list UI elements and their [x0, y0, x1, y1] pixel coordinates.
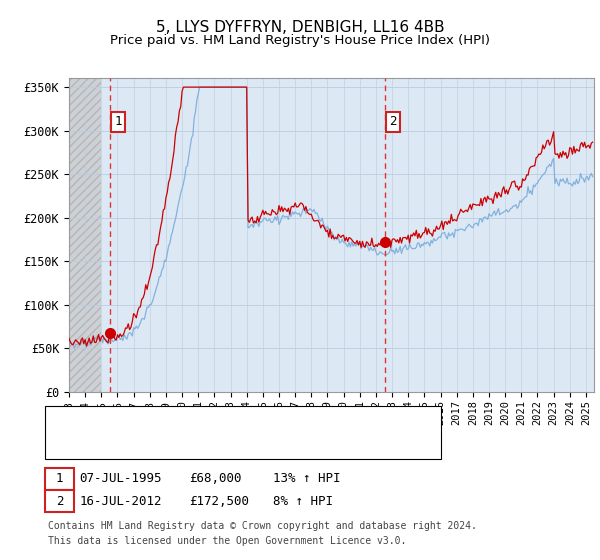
- Text: £68,000: £68,000: [189, 472, 241, 486]
- Text: 13% ↑ HPI: 13% ↑ HPI: [273, 472, 341, 486]
- Text: 1: 1: [56, 472, 63, 486]
- Bar: [69, 78, 101, 392]
- Text: 16-JUL-2012: 16-JUL-2012: [79, 494, 162, 508]
- Text: 2: 2: [56, 494, 63, 508]
- Text: 5, LLYS DYFFRYN, DENBIGH, LL16 4BB: 5, LLYS DYFFRYN, DENBIGH, LL16 4BB: [155, 20, 445, 35]
- Text: 1: 1: [115, 115, 122, 128]
- Text: HPI: Average price, detached house, Denbighshire: HPI: Average price, detached house, Denb…: [87, 438, 411, 448]
- Text: Price paid vs. HM Land Registry's House Price Index (HPI): Price paid vs. HM Land Registry's House …: [110, 34, 490, 46]
- Text: 5, LLYS DYFFRYN, DENBIGH, LL16 4BB (detached house): 5, LLYS DYFFRYN, DENBIGH, LL16 4BB (deta…: [87, 417, 431, 427]
- Text: 2: 2: [389, 115, 397, 128]
- Text: Contains HM Land Registry data © Crown copyright and database right 2024.
This d: Contains HM Land Registry data © Crown c…: [48, 521, 477, 545]
- Text: 8% ↑ HPI: 8% ↑ HPI: [273, 494, 333, 508]
- Text: 07-JUL-1995: 07-JUL-1995: [79, 472, 162, 486]
- Text: £172,500: £172,500: [189, 494, 249, 508]
